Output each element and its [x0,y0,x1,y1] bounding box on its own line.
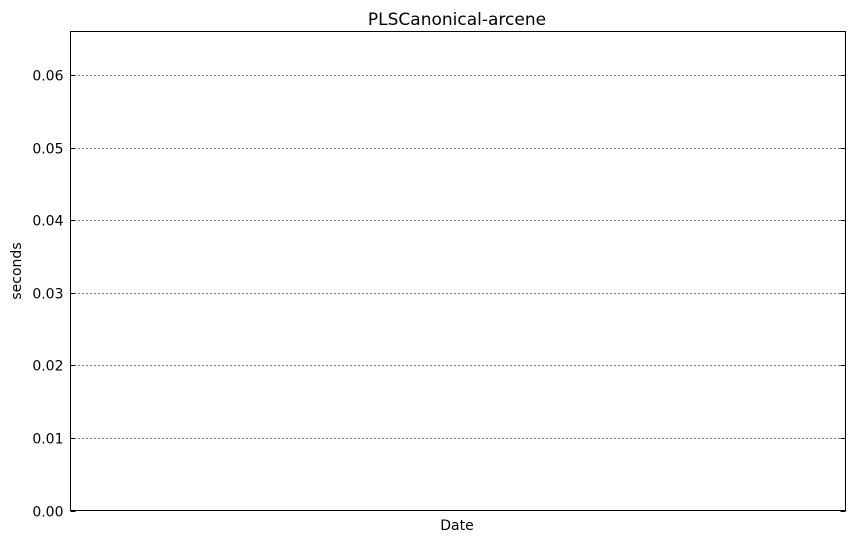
y-tick-label: 0.05 [32,142,63,158]
y-tick-label: 0.02 [32,359,63,375]
plot-background [70,31,846,511]
y-axis-label: seconds [9,242,25,299]
y-tick-label: 0.03 [32,287,63,303]
plot-frame [70,31,846,511]
y-tick-label: 0.00 [32,505,63,521]
y-ticks [70,75,846,512]
x-axis-label: Date [440,518,473,534]
y-tick-label: 0.01 [32,432,63,448]
y-tick-labels: 0.00 0.01 0.02 0.03 0.04 0.05 0.06 [32,69,63,521]
y-tick-label: 0.04 [32,214,63,230]
y-tick-label: 0.06 [32,69,63,85]
chart-title: PLSCanonical-arcene [368,10,546,30]
